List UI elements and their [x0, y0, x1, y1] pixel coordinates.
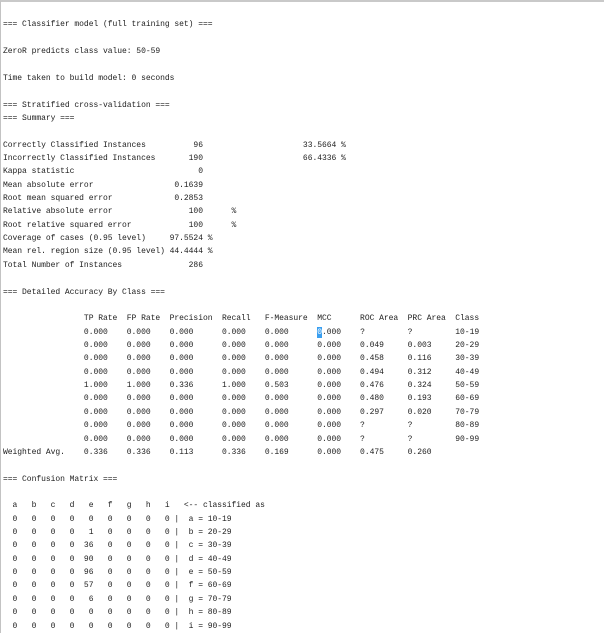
selected-text: 0: [317, 326, 322, 338]
